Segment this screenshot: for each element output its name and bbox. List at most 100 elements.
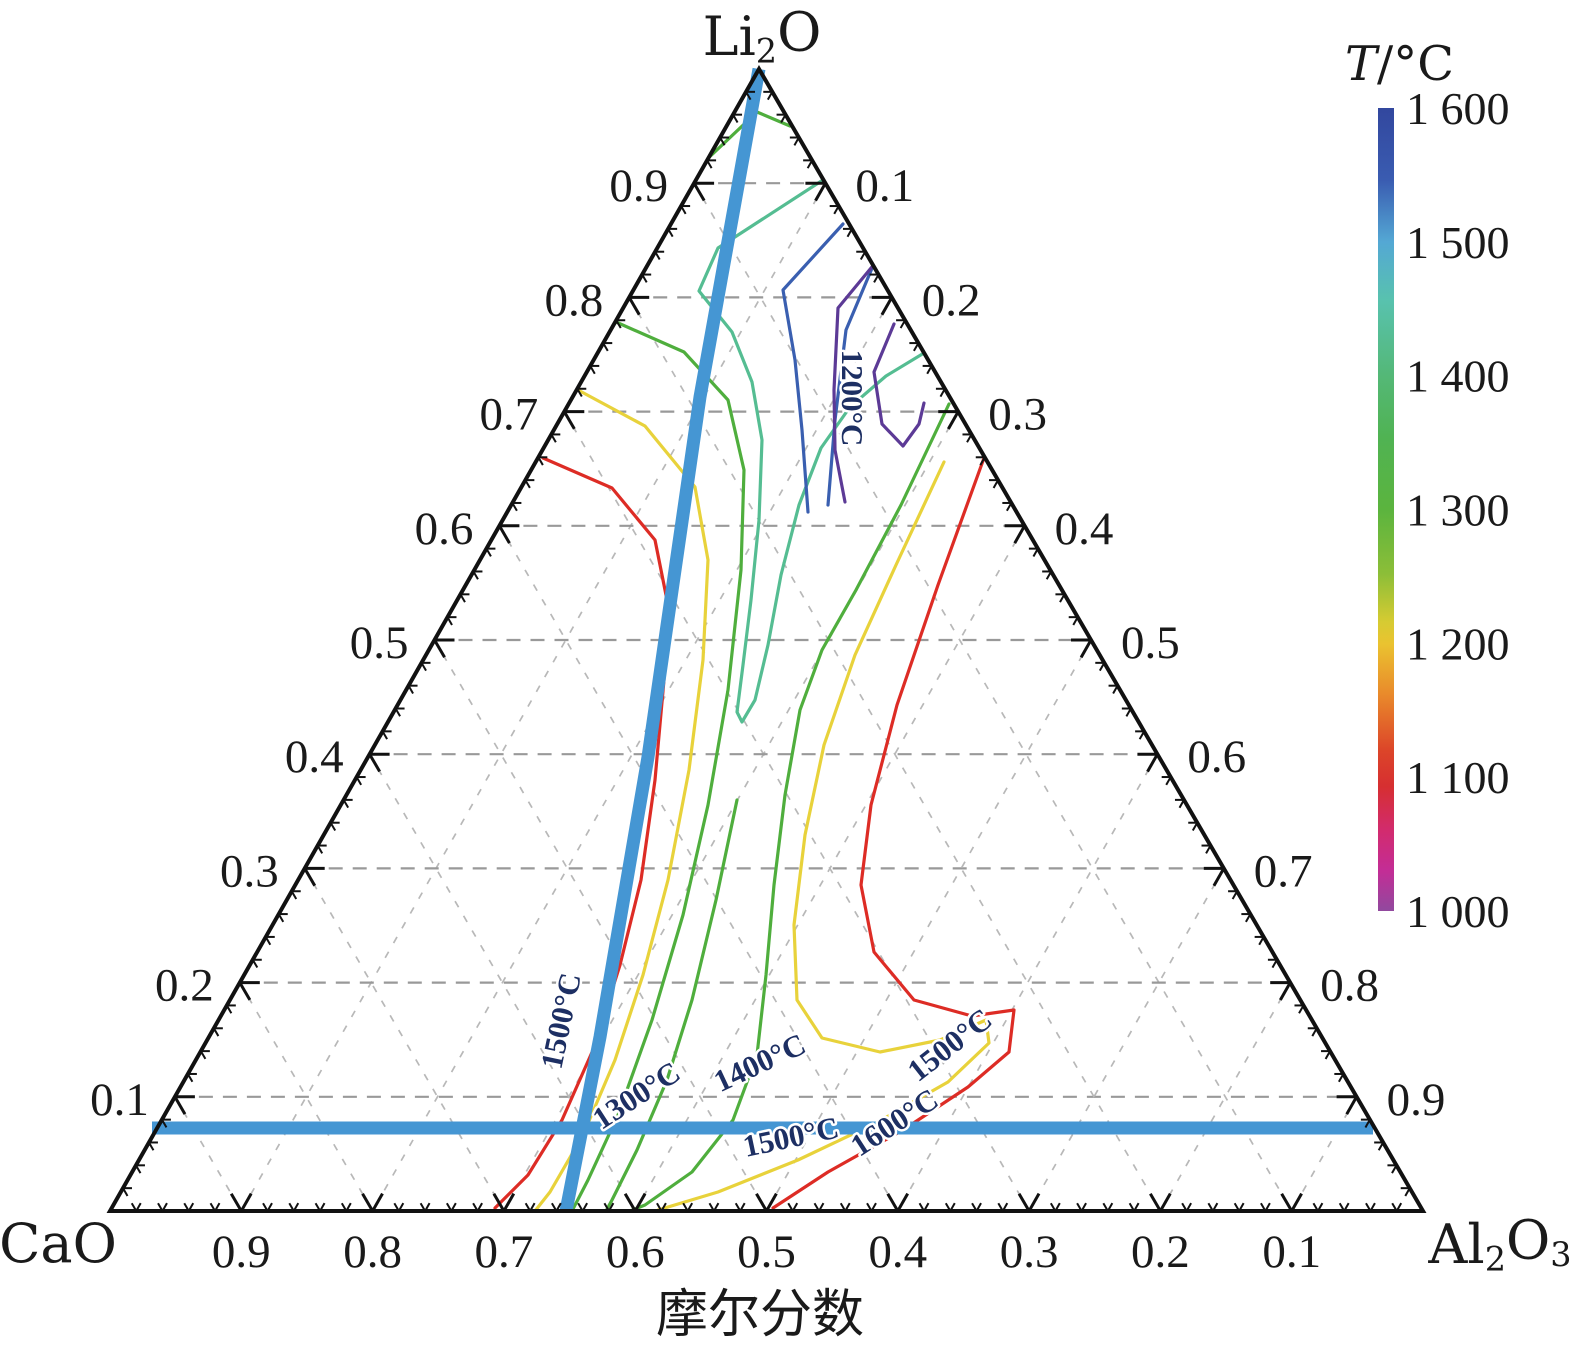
minor-tick [288, 1202, 295, 1212]
minor-tick [446, 616, 453, 626]
minor-tick [667, 228, 674, 238]
minor-tick [1324, 1050, 1331, 1060]
minor-tick [187, 1073, 194, 1083]
right-axis-tick-label: 0.9 [1387, 1074, 1446, 1126]
minor-tick [944, 1202, 952, 1212]
minor-tick [1165, 776, 1172, 786]
major-tick [886, 1192, 900, 1212]
minor-tick [732, 114, 739, 123]
major-tick [1280, 1192, 1293, 1212]
minor-tick [225, 1004, 233, 1014]
bottom-axis-tick-label: 0.1 [1262, 1226, 1321, 1278]
major-tick [1017, 1192, 1031, 1212]
overlay-lines-group [152, 67, 1373, 1213]
minor-tick [472, 570, 479, 580]
bottom-axis-tick-label: 0.6 [606, 1226, 665, 1278]
bottom-axis-tick-label: 0.3 [1000, 1226, 1059, 1278]
minor-tick [1264, 1202, 1271, 1212]
minor-tick [524, 1202, 532, 1212]
major-tick [1079, 639, 1093, 659]
composition-path-steep [559, 67, 766, 1213]
minor-tick [550, 433, 557, 443]
minor-tick [1212, 1202, 1219, 1212]
contour-green-right [628, 402, 951, 1211]
minor-tick [1317, 1202, 1324, 1212]
minor-tick [680, 205, 687, 215]
minor-tick [1178, 799, 1185, 809]
minor-tick [899, 319, 906, 329]
minor-tick [314, 1202, 321, 1212]
minor-tick [949, 1202, 956, 1212]
minor-tick [555, 1202, 562, 1212]
minor-tick [397, 1202, 405, 1212]
minor-tick [1205, 845, 1212, 854]
minor-tick [355, 776, 363, 786]
minor-tick [199, 1050, 207, 1060]
major-tick [623, 1192, 637, 1212]
minor-tick [1006, 502, 1013, 512]
major-tick [627, 296, 641, 316]
bottom-axis-tick-label: 0.2 [1131, 1226, 1190, 1278]
minor-tick [342, 799, 350, 809]
major-tick [433, 639, 446, 659]
minor-tick [262, 1202, 269, 1212]
minor-tick [859, 251, 867, 261]
minor-tick [1338, 1202, 1346, 1212]
minor-tick [793, 137, 800, 146]
right-axis-tick-label: 0.3 [988, 389, 1047, 441]
major-tick [1146, 753, 1159, 773]
gridline-cao [628, 296, 1162, 1212]
minor-tick [161, 1202, 168, 1212]
minor-tick [345, 1202, 352, 1212]
minor-tick [1391, 1202, 1398, 1212]
contour-label: 1500°C [740, 1110, 842, 1164]
gridline-cao [498, 525, 899, 1212]
minor-tick [979, 456, 986, 466]
minor-tick [266, 1202, 273, 1212]
left-axis-tick-label: 0.7 [480, 389, 539, 441]
minor-tick [277, 913, 285, 923]
minor-tick [1112, 685, 1119, 694]
bottom-axis-tick-label: 0.7 [475, 1226, 534, 1278]
minor-tick [608, 1202, 615, 1212]
minor-tick [161, 1119, 168, 1128]
major-tick [238, 981, 252, 1001]
minor-tick [846, 228, 853, 238]
colorbar-tick-label: 1 100 [1406, 752, 1510, 803]
colorbar-group: 1 600 1 500 1 400 1 300 1 200 1 100 1 000 [1378, 83, 1510, 937]
minor-tick [472, 1202, 479, 1212]
bottom-axis-tick-label: 0.4 [868, 1226, 927, 1278]
major-tick [1027, 1192, 1041, 1212]
minor-tick [459, 593, 466, 603]
major-tick [814, 182, 827, 202]
minor-tick [485, 548, 492, 557]
minor-tick [873, 274, 880, 283]
minor-tick [708, 1202, 715, 1212]
corner-label-cao: CaO [0, 1212, 117, 1275]
minor-tick [682, 1202, 689, 1212]
gridline-cao [368, 753, 636, 1212]
minor-tick [734, 1202, 742, 1212]
major-tick [239, 1192, 253, 1212]
minor-tick [212, 1027, 220, 1037]
minor-tick [926, 365, 933, 375]
minor-tick [1377, 1141, 1385, 1151]
minor-tick [329, 822, 337, 832]
minor-tick [1001, 1202, 1009, 1212]
left-axis-tick-label: 0.1 [90, 1074, 149, 1126]
contour-purple-1 [832, 260, 878, 504]
minor-tick [719, 137, 726, 146]
minor-tick [1233, 1202, 1241, 1212]
major-tick [1279, 981, 1292, 1001]
minor-tick [603, 1202, 610, 1212]
gridline-cao [433, 639, 768, 1212]
left-axis-tick-label: 0.8 [544, 274, 603, 326]
minor-tick [290, 890, 298, 900]
major-tick [947, 410, 960, 430]
minor-tick [739, 1202, 746, 1212]
axes-group [106, 64, 1427, 1213]
major-tick [1290, 1192, 1303, 1212]
major-tick [1345, 1096, 1358, 1115]
minor-tick [706, 159, 713, 169]
